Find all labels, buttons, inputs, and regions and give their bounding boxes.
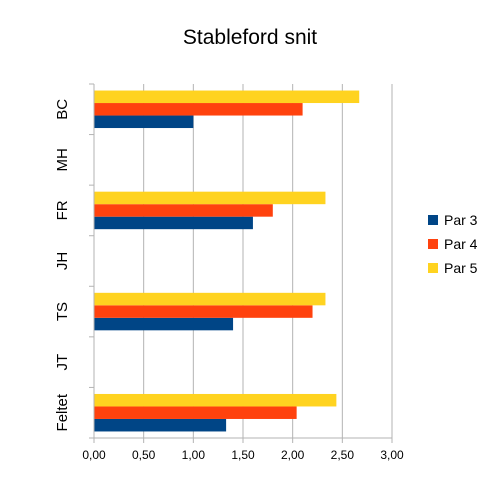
legend-label: Par 4: [444, 236, 478, 252]
plot-area: 0,00 0,50 1,00 1,50 2,00 2,50 3,00 BC MH FR JH TS JT…: [54, 83, 404, 462]
bar-par-3: [94, 317, 234, 331]
y-category-label: JT: [54, 354, 71, 371]
y-category-label: JH: [54, 252, 71, 270]
x-tick-label: 0,50: [132, 448, 156, 462]
legend: Par 3 Par 4 Par 5: [428, 212, 478, 276]
bar-par-5: [94, 292, 326, 306]
x-tick-label: 3,00: [380, 448, 404, 462]
bar-par-4: [94, 305, 313, 318]
x-tick-label: 2,50: [331, 448, 355, 462]
x-tick-label: 1,50: [231, 448, 255, 462]
legend-swatch: [428, 215, 438, 225]
bar-par-3: [94, 115, 194, 129]
bar-par-4: [94, 406, 297, 419]
bar-par-5: [94, 90, 360, 104]
legend-label: Par 3: [444, 212, 478, 228]
y-category-label: Feltet: [54, 393, 71, 431]
bar-par-4: [94, 103, 303, 116]
bar-par-5: [94, 191, 326, 205]
bar-par-4: [94, 204, 273, 217]
legend-swatch: [428, 263, 438, 273]
x-tick-label: 2,00: [281, 448, 305, 462]
x-tick-label: 1,00: [182, 448, 206, 462]
legend-swatch: [428, 239, 438, 249]
y-category-label: MH: [54, 148, 71, 171]
bar-par-3: [94, 216, 253, 230]
y-category-label: FR: [54, 200, 71, 220]
bar-par-3: [94, 418, 227, 432]
chart-title: Stableford snit: [183, 26, 317, 49]
bar-par-5: [94, 393, 337, 407]
y-category-label: TS: [54, 302, 71, 321]
legend-label: Par 5: [444, 260, 478, 276]
y-category-label: BC: [54, 99, 71, 120]
x-tick-label: 0,00: [82, 448, 106, 462]
